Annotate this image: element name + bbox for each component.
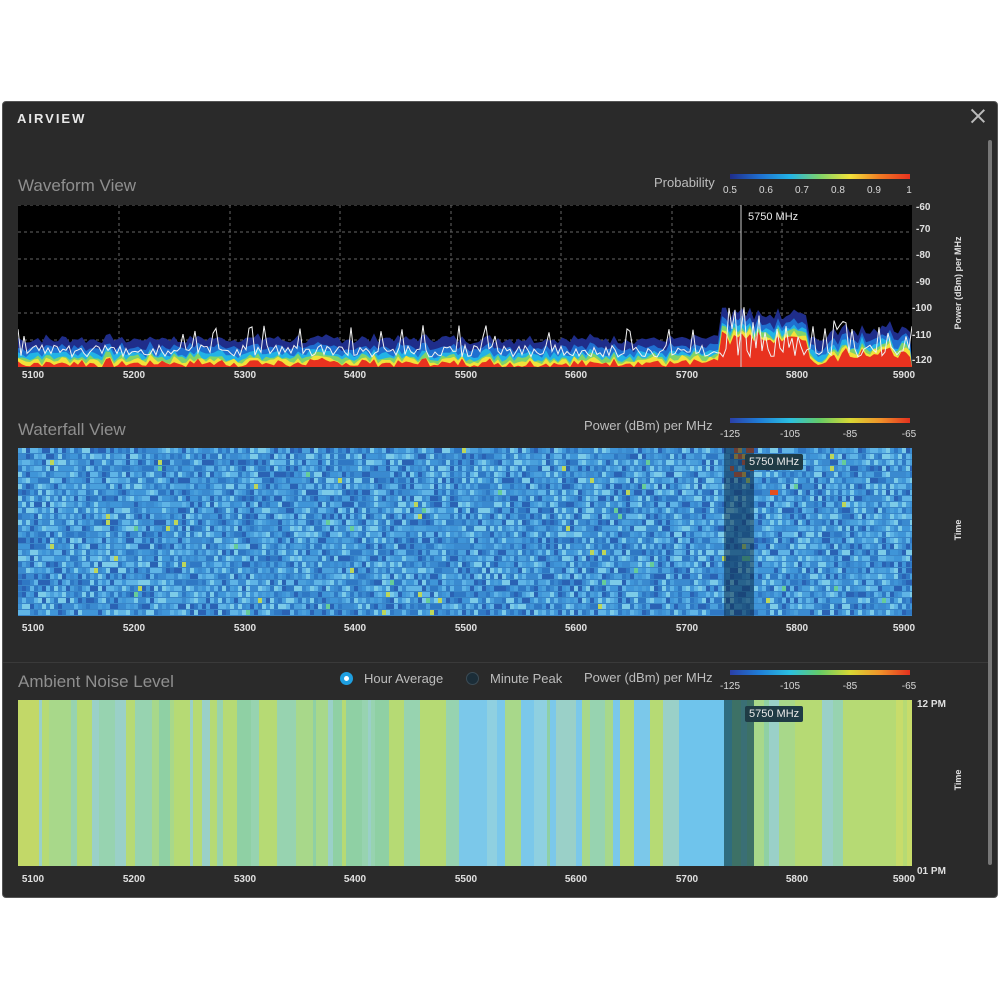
waterfall-cells bbox=[18, 448, 912, 615]
legend-tick: 1 bbox=[906, 185, 912, 196]
x-tick: 5600 bbox=[564, 623, 588, 634]
legend-tick: 0.7 bbox=[795, 185, 809, 196]
legend-tick: -125 bbox=[719, 681, 740, 692]
waterfall-plot[interactable] bbox=[18, 448, 912, 616]
probability-color-scale bbox=[730, 174, 910, 179]
legend-tick: -65 bbox=[901, 429, 917, 440]
y-tick: -60 bbox=[916, 202, 931, 213]
legend-tick: 0.8 bbox=[831, 185, 845, 196]
legend-tick: 0.6 bbox=[759, 185, 773, 196]
x-tick: 5900 bbox=[892, 370, 916, 381]
waveform-x-axis: 5100 5200 5300 5400 5500 5600 5700 5800 … bbox=[18, 370, 916, 384]
section-divider bbox=[3, 662, 988, 663]
x-tick: 5700 bbox=[675, 874, 699, 885]
x-tick: 5300 bbox=[233, 623, 257, 634]
waveform-grid bbox=[18, 205, 912, 367]
legend-tick: 0.9 bbox=[867, 185, 881, 196]
x-tick: 5900 bbox=[892, 874, 916, 885]
legend-tick: 0.5 bbox=[723, 185, 737, 196]
minute-peak-radio[interactable] bbox=[466, 672, 479, 685]
waterfall-title: Waterfall View bbox=[18, 420, 126, 439]
legend-tick: -125 bbox=[719, 429, 740, 440]
waveform-spectrum bbox=[18, 307, 912, 367]
x-tick: 5100 bbox=[21, 370, 45, 381]
ambient-legend-label: Power (dBm) per MHz bbox=[584, 670, 713, 685]
waterfall-marker-label: 5750 MHz bbox=[745, 454, 804, 470]
frequency-marker-band bbox=[724, 448, 754, 616]
x-tick: 5200 bbox=[122, 370, 146, 381]
legend-tick: -105 bbox=[779, 429, 800, 440]
legend-tick: -65 bbox=[901, 681, 917, 692]
waveform-legend-label: Probability bbox=[654, 175, 715, 190]
x-tick: 5700 bbox=[675, 370, 699, 381]
y-tick: -70 bbox=[916, 224, 931, 235]
y-tick: -100 bbox=[912, 303, 933, 314]
legend-tick: -85 bbox=[842, 681, 858, 692]
airview-window: AIRVIEW Waveform View Probability 0.5 0.… bbox=[2, 101, 998, 898]
ambient-bands bbox=[18, 700, 912, 866]
frequency-marker-band bbox=[724, 700, 754, 866]
hour-average-radio[interactable] bbox=[340, 672, 353, 685]
legend-tick: -85 bbox=[842, 429, 858, 440]
hour-average-label[interactable]: Hour Average bbox=[364, 671, 444, 686]
x-tick: 5500 bbox=[454, 370, 478, 381]
x-tick: 5300 bbox=[233, 370, 257, 381]
waveform-y-axis-label: Power (dBm) per MHz bbox=[953, 236, 963, 330]
waterfall-y-axis-label: Time bbox=[953, 519, 963, 541]
x-tick: 5200 bbox=[122, 874, 146, 885]
scrollbar[interactable] bbox=[988, 140, 992, 865]
close-icon[interactable] bbox=[968, 106, 988, 126]
x-tick: 5800 bbox=[785, 370, 809, 381]
ambient-y-axis-label: Time bbox=[953, 769, 963, 791]
x-tick: 5400 bbox=[343, 623, 367, 634]
x-tick: 5100 bbox=[21, 623, 45, 634]
ambient-title: Ambient Noise Level bbox=[18, 672, 174, 691]
ambient-y-top: 12 PM bbox=[917, 699, 946, 710]
waveform-title: Waveform View bbox=[18, 176, 137, 195]
window-title: AIRVIEW bbox=[17, 111, 87, 126]
y-tick: -80 bbox=[916, 250, 931, 261]
minute-peak-label[interactable]: Minute Peak bbox=[490, 671, 563, 686]
x-tick: 5400 bbox=[343, 874, 367, 885]
x-tick: 5600 bbox=[564, 370, 588, 381]
ambient-x-axis: 5100 5200 5300 5400 5500 5600 5700 5800 … bbox=[18, 874, 916, 888]
x-tick: 5200 bbox=[122, 623, 146, 634]
legend-tick: -105 bbox=[779, 681, 800, 692]
power-color-scale bbox=[730, 670, 910, 675]
x-tick: 5400 bbox=[343, 370, 367, 381]
ambient-noise-plot[interactable] bbox=[18, 700, 912, 866]
y-tick: -120 bbox=[912, 355, 933, 366]
x-tick: 5700 bbox=[675, 623, 699, 634]
waveform-plot[interactable] bbox=[18, 205, 912, 367]
ambient-marker-label: 5750 MHz bbox=[745, 706, 804, 722]
x-tick: 5500 bbox=[454, 623, 478, 634]
ambient-y-bottom: 01 PM bbox=[917, 866, 946, 877]
waterfall-x-axis: 5100 5200 5300 5400 5500 5600 5700 5800 … bbox=[18, 623, 916, 637]
x-tick: 5600 bbox=[564, 874, 588, 885]
waveform-marker-label: 5750 MHz bbox=[748, 211, 799, 223]
waterfall-legend-label: Power (dBm) per MHz bbox=[584, 418, 713, 433]
y-tick: -90 bbox=[916, 277, 931, 288]
x-tick: 5300 bbox=[233, 874, 257, 885]
x-tick: 5900 bbox=[892, 623, 916, 634]
x-tick: 5800 bbox=[785, 623, 809, 634]
power-color-scale bbox=[730, 418, 910, 423]
y-tick: -110 bbox=[912, 330, 932, 341]
x-tick: 5800 bbox=[785, 874, 809, 885]
x-tick: 5100 bbox=[21, 874, 45, 885]
x-tick: 5500 bbox=[454, 874, 478, 885]
